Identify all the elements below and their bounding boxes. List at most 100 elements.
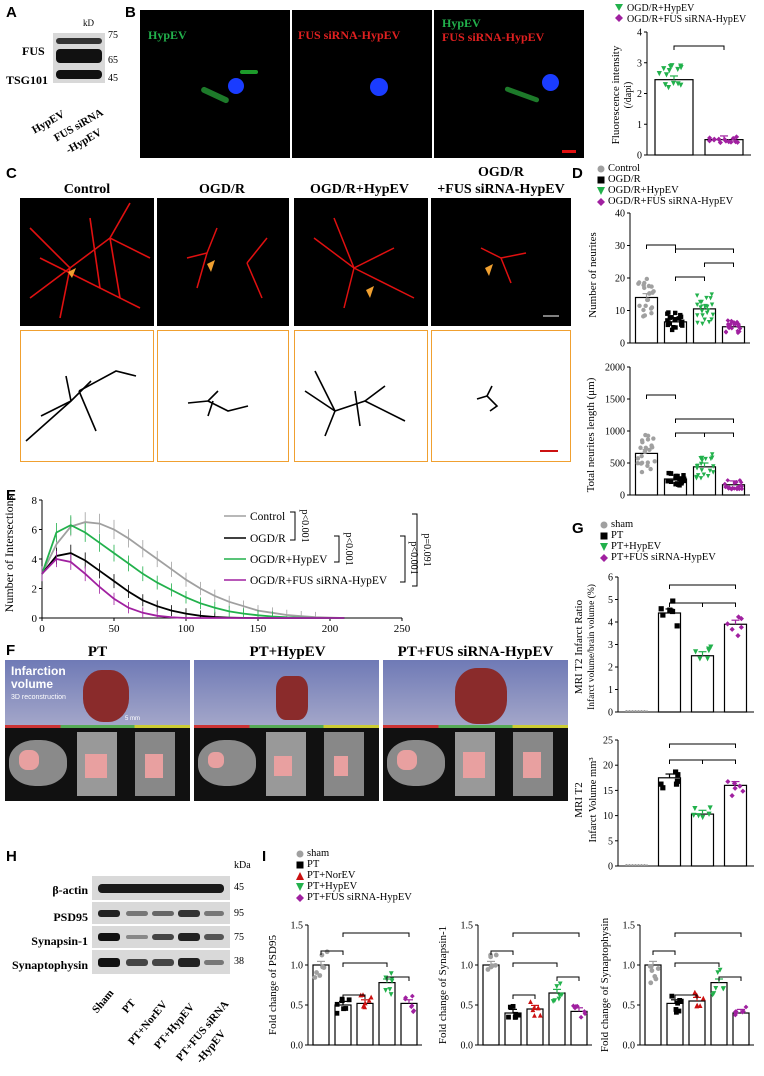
y-tick-label: 10 — [603, 811, 613, 822]
data-point — [639, 460, 645, 466]
data-point — [676, 1008, 682, 1014]
data-point — [643, 445, 649, 450]
data-point — [314, 970, 319, 975]
data-point — [722, 481, 728, 487]
data-point — [402, 996, 408, 1002]
data-point — [699, 309, 705, 314]
confocal-image-merge: HypEV FUS siRNA-HypEV — [434, 10, 584, 158]
data-point — [666, 320, 671, 325]
y-tick-label: 4 — [608, 618, 613, 629]
significance-bracket — [342, 994, 366, 999]
data-point — [700, 995, 706, 1001]
data-point — [669, 993, 675, 999]
bar — [732, 1012, 750, 1046]
data-point — [715, 970, 721, 976]
data-point — [671, 324, 676, 330]
row-fus: FUS — [22, 44, 45, 58]
data-point — [705, 473, 711, 479]
bar — [570, 1010, 588, 1046]
data-point — [704, 310, 710, 316]
legend-marker-hypev — [615, 4, 623, 11]
data-point — [699, 468, 704, 473]
data-point — [675, 66, 681, 73]
x-tick-label-e: 100 — [178, 623, 195, 635]
data-point — [388, 971, 394, 977]
y-tick-label: 1000 — [605, 427, 625, 438]
data-point — [708, 456, 714, 462]
data-point — [649, 968, 655, 973]
panel-label-i: I — [262, 848, 267, 865]
data-point — [698, 455, 703, 461]
data-point — [321, 965, 327, 970]
data-point — [644, 276, 650, 282]
mw-synapsin: 75 — [234, 932, 244, 943]
series-line-3 — [41, 558, 345, 619]
legend-e-ogdr: OGD/R — [250, 533, 286, 545]
data-point — [673, 476, 678, 481]
y-tick-label: 0 — [620, 491, 625, 502]
bar — [654, 79, 694, 156]
data-point — [663, 72, 670, 78]
y-tick-label-e: 2 — [32, 584, 38, 596]
data-point — [339, 996, 345, 1002]
pvalue-e-3: p=0.091 — [421, 533, 432, 566]
data-point — [660, 612, 666, 618]
y-tick-label: 25 — [603, 736, 613, 747]
data-point — [639, 453, 644, 459]
data-point — [709, 317, 714, 322]
y-tick-label: 6 — [608, 573, 613, 584]
data-point — [666, 470, 671, 476]
data-point — [556, 996, 562, 1002]
data-point — [643, 303, 648, 308]
data-point — [672, 318, 677, 323]
significance-bracket — [675, 418, 734, 423]
y-tick-label: 5 — [608, 595, 613, 606]
data-point — [645, 297, 650, 303]
y-tick-label: 20 — [615, 274, 625, 285]
significance-bracket — [320, 950, 344, 955]
data-point — [513, 1011, 519, 1017]
neuron-image-ogdr-hypev — [294, 198, 428, 326]
row-tsg101: TSG101 — [6, 73, 49, 87]
data-point — [694, 476, 699, 481]
data-point — [649, 305, 655, 310]
data-point — [725, 318, 731, 323]
significance-bracket — [704, 262, 734, 267]
chart-g-bottom: MRI T2 Infarct Volume mm³ 0 5 10 15 20 25 — [573, 736, 754, 873]
ylabel2-g-bottom: Infarct Volume mm³ — [588, 758, 599, 843]
data-point — [691, 812, 697, 818]
data-point — [516, 1012, 522, 1018]
data-point — [675, 1000, 681, 1006]
data-point — [676, 316, 681, 321]
data-point — [642, 449, 648, 454]
data-point — [737, 326, 743, 331]
data-point — [709, 302, 715, 307]
data-point — [711, 470, 716, 475]
data-point — [740, 788, 746, 794]
data-point — [652, 459, 657, 464]
data-point — [704, 295, 709, 301]
y-tick-label: 1.5 — [291, 921, 304, 932]
data-point — [319, 952, 325, 958]
data-point — [694, 1002, 700, 1008]
data-point — [578, 1014, 584, 1020]
y-tick-label: 30 — [615, 241, 625, 252]
significance-bracket — [669, 759, 703, 764]
marker-75: 75 — [108, 30, 118, 41]
data-point — [695, 302, 700, 308]
scale-f: 5 mm — [125, 716, 140, 722]
data-point — [706, 319, 712, 325]
data-point — [681, 476, 687, 481]
legend-b: OGD/R+HypEV OGD/R+FUS siRNA-HypEV — [615, 3, 747, 25]
bar — [548, 992, 566, 1046]
data-point — [676, 482, 681, 487]
ylabel-e: Number of Intersections — [2, 495, 16, 612]
y-tick-label: 0.5 — [461, 1001, 474, 1012]
data-point — [708, 644, 714, 650]
y-tick-label: 0.0 — [623, 1041, 636, 1052]
data-point — [639, 469, 645, 475]
significance-bracket — [646, 244, 676, 249]
data-point — [552, 998, 558, 1004]
legend-e-fus: OGD/R+FUS siRNA-HypEV — [250, 575, 388, 587]
data-point — [720, 986, 726, 992]
